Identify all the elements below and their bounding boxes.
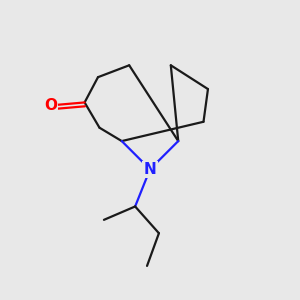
- Text: N: N: [144, 162, 156, 177]
- Text: O: O: [44, 98, 57, 113]
